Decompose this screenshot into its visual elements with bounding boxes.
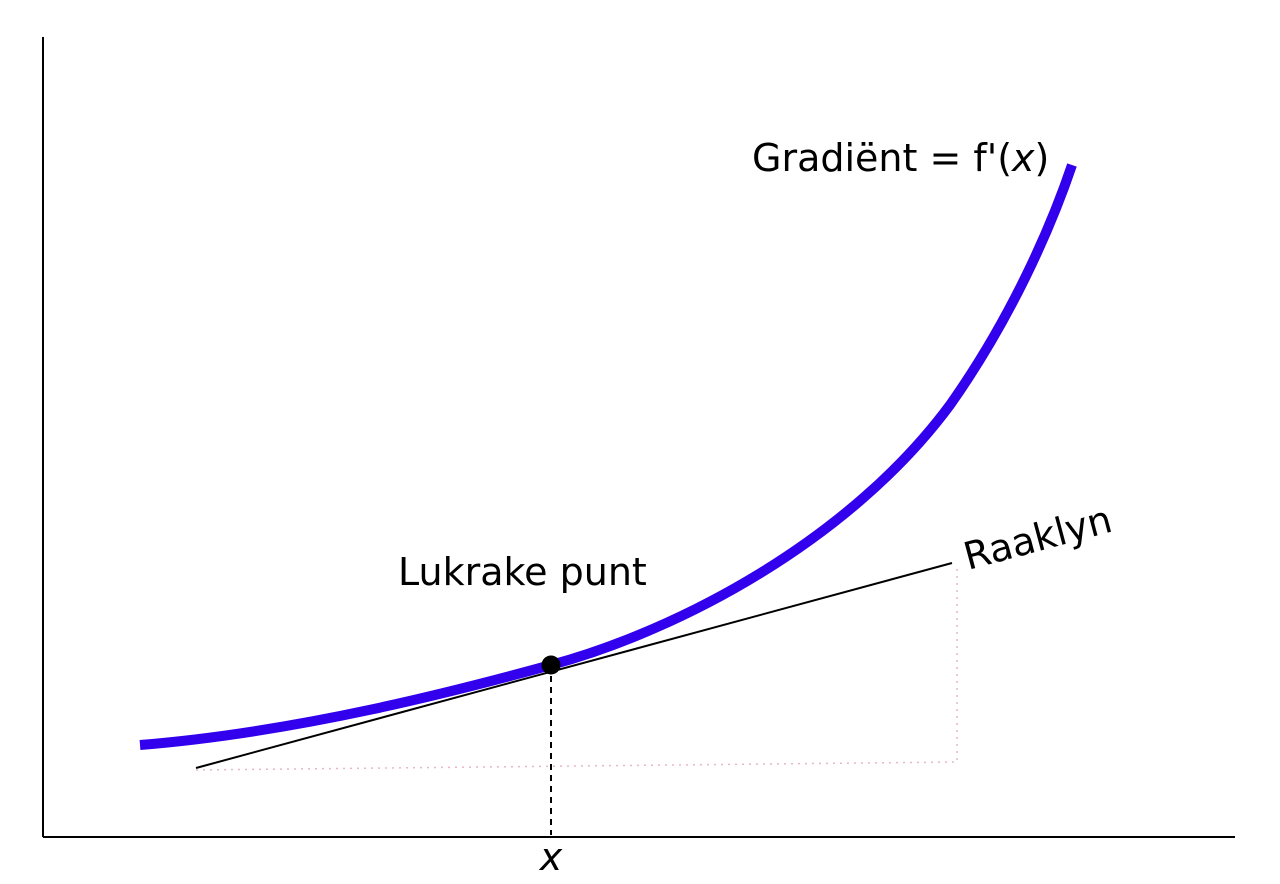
gradient-label: Gradiënt = f'(x) xyxy=(752,136,1049,180)
curve xyxy=(139,163,1077,750)
gradient-variable: x xyxy=(1011,136,1035,180)
tangent-line xyxy=(195,562,953,769)
point xyxy=(541,655,561,675)
gradient-close: ) xyxy=(1035,136,1050,180)
point-label: Lukrake punt xyxy=(398,550,647,594)
tangent-label: Raaklyn xyxy=(959,497,1117,579)
x-axis-label: x xyxy=(539,835,563,879)
helper-lines xyxy=(195,565,958,771)
gradient-text: Gradiënt = f'( xyxy=(752,136,1012,180)
